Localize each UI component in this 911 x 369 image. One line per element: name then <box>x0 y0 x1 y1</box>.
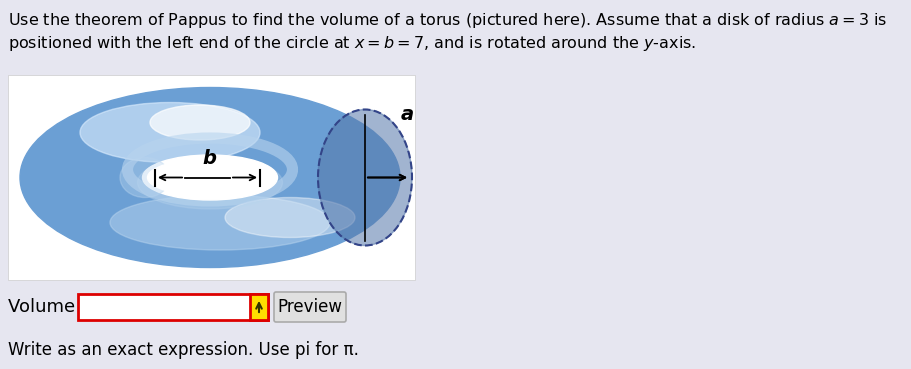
Ellipse shape <box>142 155 277 200</box>
Text: b: b <box>202 148 216 168</box>
Ellipse shape <box>143 156 276 199</box>
Ellipse shape <box>138 156 282 209</box>
Bar <box>250 294 268 320</box>
Ellipse shape <box>149 105 250 140</box>
Ellipse shape <box>148 159 272 196</box>
FancyBboxPatch shape <box>273 292 345 322</box>
Ellipse shape <box>318 110 412 245</box>
Bar <box>8 75 415 280</box>
Ellipse shape <box>20 87 400 268</box>
Ellipse shape <box>225 197 354 238</box>
Ellipse shape <box>80 103 260 162</box>
Ellipse shape <box>110 195 330 250</box>
Text: Preview: Preview <box>277 298 343 316</box>
Text: Use the theorem of Pappus to find the volume of a torus (pictured here). Assume : Use the theorem of Pappus to find the vo… <box>8 11 886 30</box>
Text: positioned with the left end of the circle at $x = b = 7$, and is rotated around: positioned with the left end of the circ… <box>8 34 695 53</box>
Ellipse shape <box>120 158 169 197</box>
Bar <box>78 294 268 320</box>
Text: a: a <box>400 106 413 124</box>
Text: Write as an exact expression. Use pi for π.: Write as an exact expression. Use pi for… <box>8 341 359 359</box>
Text: Volume =: Volume = <box>8 298 101 316</box>
